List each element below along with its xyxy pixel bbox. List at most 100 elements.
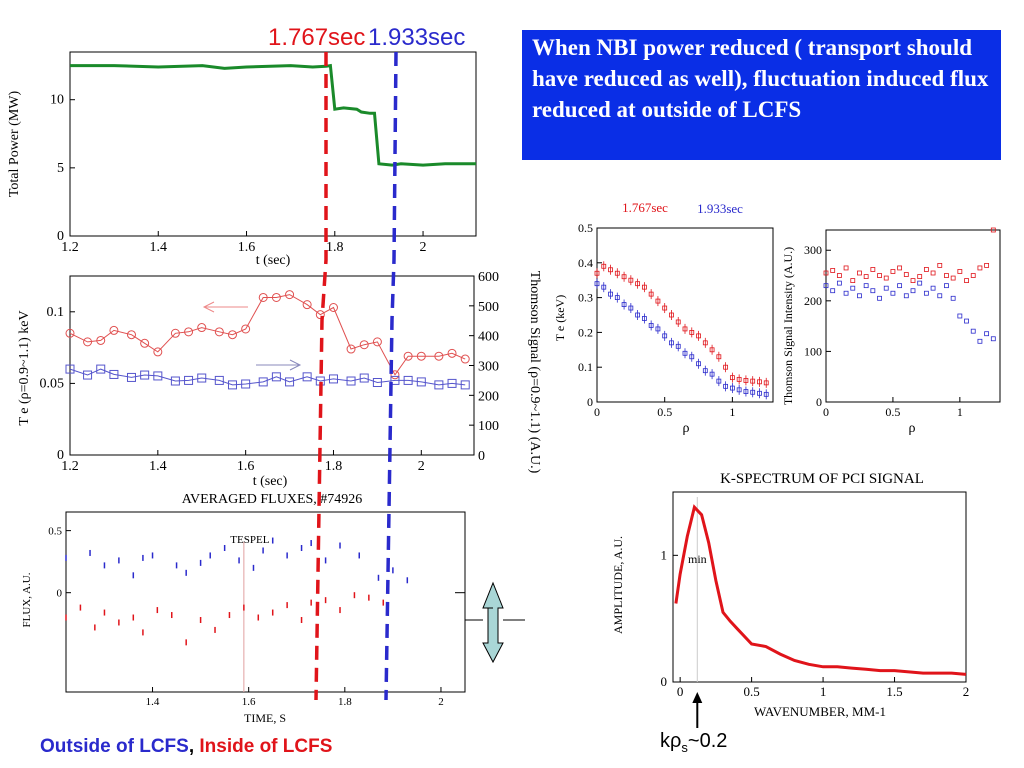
thomson-point: [170, 376, 180, 386]
y-tick-label: 300: [804, 243, 822, 257]
x-tick-label: 1.6: [238, 240, 256, 255]
te-point: [403, 351, 413, 361]
y-right-tick-label: 500: [478, 300, 499, 315]
thomson-profile-point: [863, 283, 869, 289]
thomson-point: [109, 369, 119, 379]
te-point: [372, 337, 382, 347]
te-point: [285, 290, 295, 300]
thomson-profile-point: [957, 313, 963, 319]
te-profile-point: [594, 281, 600, 287]
te-profile-point: [689, 354, 695, 360]
kspec-plot-frame: [672, 491, 967, 683]
outside-label: Outside of LCFS: [40, 736, 189, 757]
y-right-tick-label: 400: [478, 330, 499, 345]
x-tick-label: 1: [729, 405, 735, 419]
x-tick-label: 2: [418, 459, 425, 474]
flux-x-axis-label: TIME, S: [244, 711, 286, 725]
thomson-point: [227, 380, 237, 390]
te-profile-point: [696, 361, 701, 367]
te-profile-point: [641, 284, 647, 290]
te-profile-point: [743, 378, 749, 383]
thomson-point: [96, 364, 106, 374]
thomson-profile-frame: [825, 229, 1001, 403]
te-profile-point: [641, 316, 647, 321]
te-profile-point: [729, 375, 735, 381]
time-marker-a: 1.767sec: [268, 24, 366, 51]
te-profile-point: [763, 380, 769, 386]
te-profile-point: [709, 371, 715, 377]
te-profile-point: [594, 270, 600, 276]
y-tick-label: 0.2: [578, 325, 593, 339]
x-tick-label: 1.6: [242, 696, 256, 708]
thomson-y-axis-label: Thomson Signal (ρ=0.9~1.1) (A.U.): [527, 271, 542, 474]
tespel-label: TESPEL: [230, 534, 269, 546]
te-point: [184, 327, 194, 337]
thomson-profile-point: [883, 285, 889, 291]
x-tick-label: 1.8: [325, 459, 343, 474]
k-rho-rho: ρ: [670, 730, 682, 752]
y-right-tick-label: 0: [478, 449, 485, 464]
y-right-tick-label: 300: [478, 360, 499, 375]
thomson-profile-point: [923, 290, 929, 296]
thomson-profile-point: [930, 285, 936, 291]
te-profile-legend-blue: 1.933sec: [697, 201, 743, 216]
thomson-point: [153, 371, 163, 381]
te-profile-point: [709, 347, 715, 353]
te-profile-point: [614, 270, 620, 276]
te-x-axis-label: t (sec): [253, 474, 288, 489]
te-point: [65, 328, 75, 338]
power-plot-frame: [69, 51, 477, 237]
thomson-point: [241, 379, 251, 389]
k-rho-value: ~0.2: [687, 730, 728, 752]
thomson-profile-point: [890, 269, 896, 274]
x-tick-label: 0.5: [743, 684, 759, 699]
te-point: [214, 327, 224, 337]
thomson-profile-point: [970, 273, 976, 278]
thomson-point: [372, 378, 382, 388]
thomson-profile-point: [944, 273, 949, 278]
thomson-point: [126, 372, 136, 382]
x-tick-label: 1: [820, 684, 827, 699]
thomson-point: [258, 377, 268, 387]
thomson-profile-point: [870, 288, 876, 294]
te-point: [447, 348, 457, 358]
thomson-profile-point: [917, 274, 923, 279]
thomson-profile-point: [964, 318, 969, 324]
time-marker-b: 1.933sec: [368, 24, 466, 51]
x-tick-label: 0.5: [657, 405, 672, 419]
y-tick-label: 0.4: [578, 256, 593, 270]
te-series-line: [69, 294, 466, 376]
te-profile-point: [608, 267, 613, 273]
x-tick-label: 2: [438, 696, 444, 708]
te-point: [416, 351, 426, 361]
thomson-profile-point: [830, 268, 836, 273]
thomson-profile-point: [823, 283, 829, 289]
te-profile-point: [648, 291, 654, 297]
thomson-profile-point: [990, 227, 996, 233]
y-tick-label: 5: [57, 161, 64, 176]
thomson-profile-point: [897, 283, 903, 289]
thomson-profile-point: [917, 280, 923, 286]
thomson-point: [359, 373, 369, 383]
thomson-point: [447, 378, 457, 388]
te-point: [227, 330, 237, 340]
x-tick-label: 1.4: [149, 459, 167, 474]
kspec-series-line: [674, 504, 967, 676]
te-profile-point: [702, 368, 708, 374]
x-tick-label: 1: [957, 405, 963, 419]
te-profile-point: [743, 389, 749, 394]
power-series-line: [70, 63, 476, 167]
kspec-arrow-head: [692, 692, 703, 703]
thomson-profile-point: [903, 293, 909, 299]
te-profile-point: [716, 378, 722, 384]
te-profile-point: [621, 274, 627, 280]
te-profile-point: [682, 350, 688, 356]
x-tick-label: 2: [420, 240, 427, 255]
k-rho-label: kρs~0.2: [660, 730, 727, 755]
thomson-point: [416, 377, 426, 387]
te-profile-point: [736, 387, 742, 393]
thomson-profile-point: [910, 278, 916, 283]
te-profile-point: [723, 383, 729, 389]
x-tick-label: 1.4: [150, 240, 168, 255]
te-profile-point: [628, 305, 634, 311]
